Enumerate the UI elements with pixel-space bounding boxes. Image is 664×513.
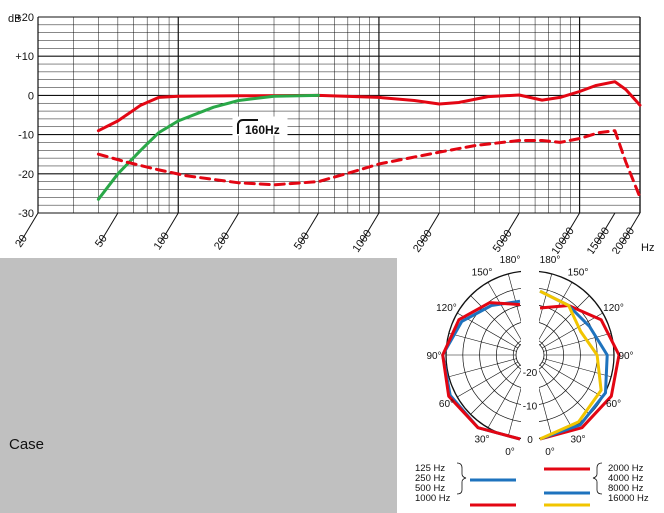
polar-spoke bbox=[448, 332, 517, 352]
polar-grid bbox=[445, 265, 615, 445]
x-tick-label: 5000 bbox=[491, 228, 515, 255]
polar-spoke bbox=[536, 366, 573, 428]
polar-radial-label: -20 bbox=[523, 368, 538, 379]
legend-right-brace bbox=[592, 462, 603, 495]
polar-spoke bbox=[487, 282, 524, 344]
x-tick-mark bbox=[621, 212, 641, 244]
x-tick-mark bbox=[500, 212, 520, 244]
polar-spoke bbox=[539, 364, 590, 415]
x-tick-label: 200 bbox=[212, 230, 232, 252]
polar-spoke bbox=[543, 332, 612, 352]
polar-angle-label: 180° bbox=[540, 255, 561, 266]
polar-angle-label: 0° bbox=[505, 447, 515, 458]
polar-curve-left bbox=[441, 301, 521, 441]
polar-angle-labels: 180° 180° 150° 150° 120° 120° 90° 90° 60° 60° 30° 3… bbox=[426, 255, 633, 458]
polar-angle-label: 180° bbox=[500, 255, 521, 266]
x-tick-label: 100 bbox=[152, 230, 172, 252]
x-tick-mark bbox=[561, 212, 581, 244]
x-tick-label: 10000 bbox=[549, 225, 576, 257]
polar-angle-label: 150° bbox=[568, 267, 589, 278]
y-tick-label: -10 bbox=[18, 130, 34, 142]
frequency-grid bbox=[37, 16, 641, 214]
legend-left-label: 250 Hz bbox=[415, 473, 445, 484]
polar-angle-label: 90° bbox=[618, 351, 633, 362]
legend-left-label: 1000 Hz bbox=[415, 493, 451, 504]
highpass-label: 160Hz bbox=[245, 123, 280, 137]
polar-angle-label: 30° bbox=[474, 435, 489, 446]
legend-right-label: 4000 Hz bbox=[608, 473, 644, 484]
x-tick-mark bbox=[300, 212, 319, 244]
polar-angle-label: 150° bbox=[472, 267, 493, 278]
y-tick-label: +20 bbox=[15, 12, 34, 24]
response-solid-green bbox=[96, 93, 320, 201]
y-tick-label: +10 bbox=[15, 51, 34, 63]
polar-divider bbox=[521, 265, 539, 445]
x-tick-label: 15000 bbox=[585, 225, 612, 257]
y-tick-label: -30 bbox=[18, 208, 34, 220]
polar-angle-label: 120° bbox=[436, 303, 457, 314]
y-tick-labels: +20 +10 0 -10 -20 -30 bbox=[15, 12, 34, 220]
polar-spoke bbox=[448, 358, 517, 378]
polar-spoke bbox=[541, 312, 603, 349]
x-tick-mark bbox=[220, 212, 240, 244]
polar-pattern-chart: 180° 180° 150° 150° 120° 120° 90° 90° 60° 60° 30° 3… bbox=[397, 254, 664, 513]
polar-spoke bbox=[536, 282, 573, 344]
polar-spoke bbox=[539, 295, 590, 346]
legend-left-brace bbox=[456, 462, 467, 495]
polar-curve-right bbox=[539, 289, 603, 441]
polar-series bbox=[441, 289, 621, 441]
y-tick-label: 0 bbox=[28, 90, 34, 102]
x-tick-label: 2000 bbox=[411, 228, 435, 255]
polar-spoke bbox=[457, 361, 519, 398]
case-label: Case bbox=[9, 436, 45, 453]
x-tick-mark bbox=[19, 212, 39, 244]
legend-right-label: 8000 Hz bbox=[608, 483, 644, 494]
legend-right-label: 2000 Hz bbox=[608, 463, 644, 474]
x-tick-mark bbox=[99, 212, 119, 244]
y-unit-label: dB bbox=[8, 13, 21, 25]
polar-radial-label: 0 bbox=[527, 435, 533, 446]
polar-angle-label: 0° bbox=[545, 447, 555, 458]
x-tick-mark bbox=[360, 212, 380, 244]
polar-angle-label: 30° bbox=[570, 435, 585, 446]
polar-spoke bbox=[543, 358, 612, 378]
polar-spoke bbox=[487, 366, 524, 428]
polar-angle-label: 120° bbox=[603, 303, 624, 314]
response-solid-red bbox=[96, 80, 642, 133]
response-dashed-red bbox=[96, 129, 642, 199]
x-tick-label: 20000 bbox=[610, 225, 637, 257]
frequency-series bbox=[96, 80, 642, 201]
x-unit-label: Hz bbox=[641, 242, 654, 254]
x-tick-label: 50 bbox=[93, 233, 110, 250]
polar-spoke bbox=[541, 361, 603, 398]
polar-angle-label: 90° bbox=[426, 351, 441, 362]
y-tick-label: -20 bbox=[18, 169, 34, 181]
legend-right-label: 16000 Hz bbox=[608, 493, 649, 504]
x-tick-mark bbox=[596, 212, 616, 244]
polar-angle-label: 60° bbox=[439, 399, 454, 410]
x-tick-label: 1000 bbox=[351, 228, 375, 255]
polar-angle-label: 60° bbox=[606, 399, 621, 410]
legend-left-label: 125 Hz bbox=[415, 463, 445, 474]
highpass-filter-icon bbox=[237, 119, 258, 134]
x-tick-label: 500 bbox=[292, 230, 312, 252]
polar-radial-label: -10 bbox=[523, 401, 538, 412]
polar-spoke bbox=[470, 295, 521, 346]
x-tick-mark bbox=[420, 212, 440, 244]
frequency-response-chart: 160Hz dB Hz +20 +10 0 -10 -20 -30 20 50 100 200 5… bbox=[0, 0, 664, 258]
x-tick-mark bbox=[159, 212, 179, 244]
polar-spoke bbox=[470, 364, 521, 415]
legend-left-label: 500 Hz bbox=[415, 483, 445, 494]
x-tick-label: 20 bbox=[13, 233, 30, 250]
highpass-annotation: 160Hz bbox=[232, 116, 288, 137]
